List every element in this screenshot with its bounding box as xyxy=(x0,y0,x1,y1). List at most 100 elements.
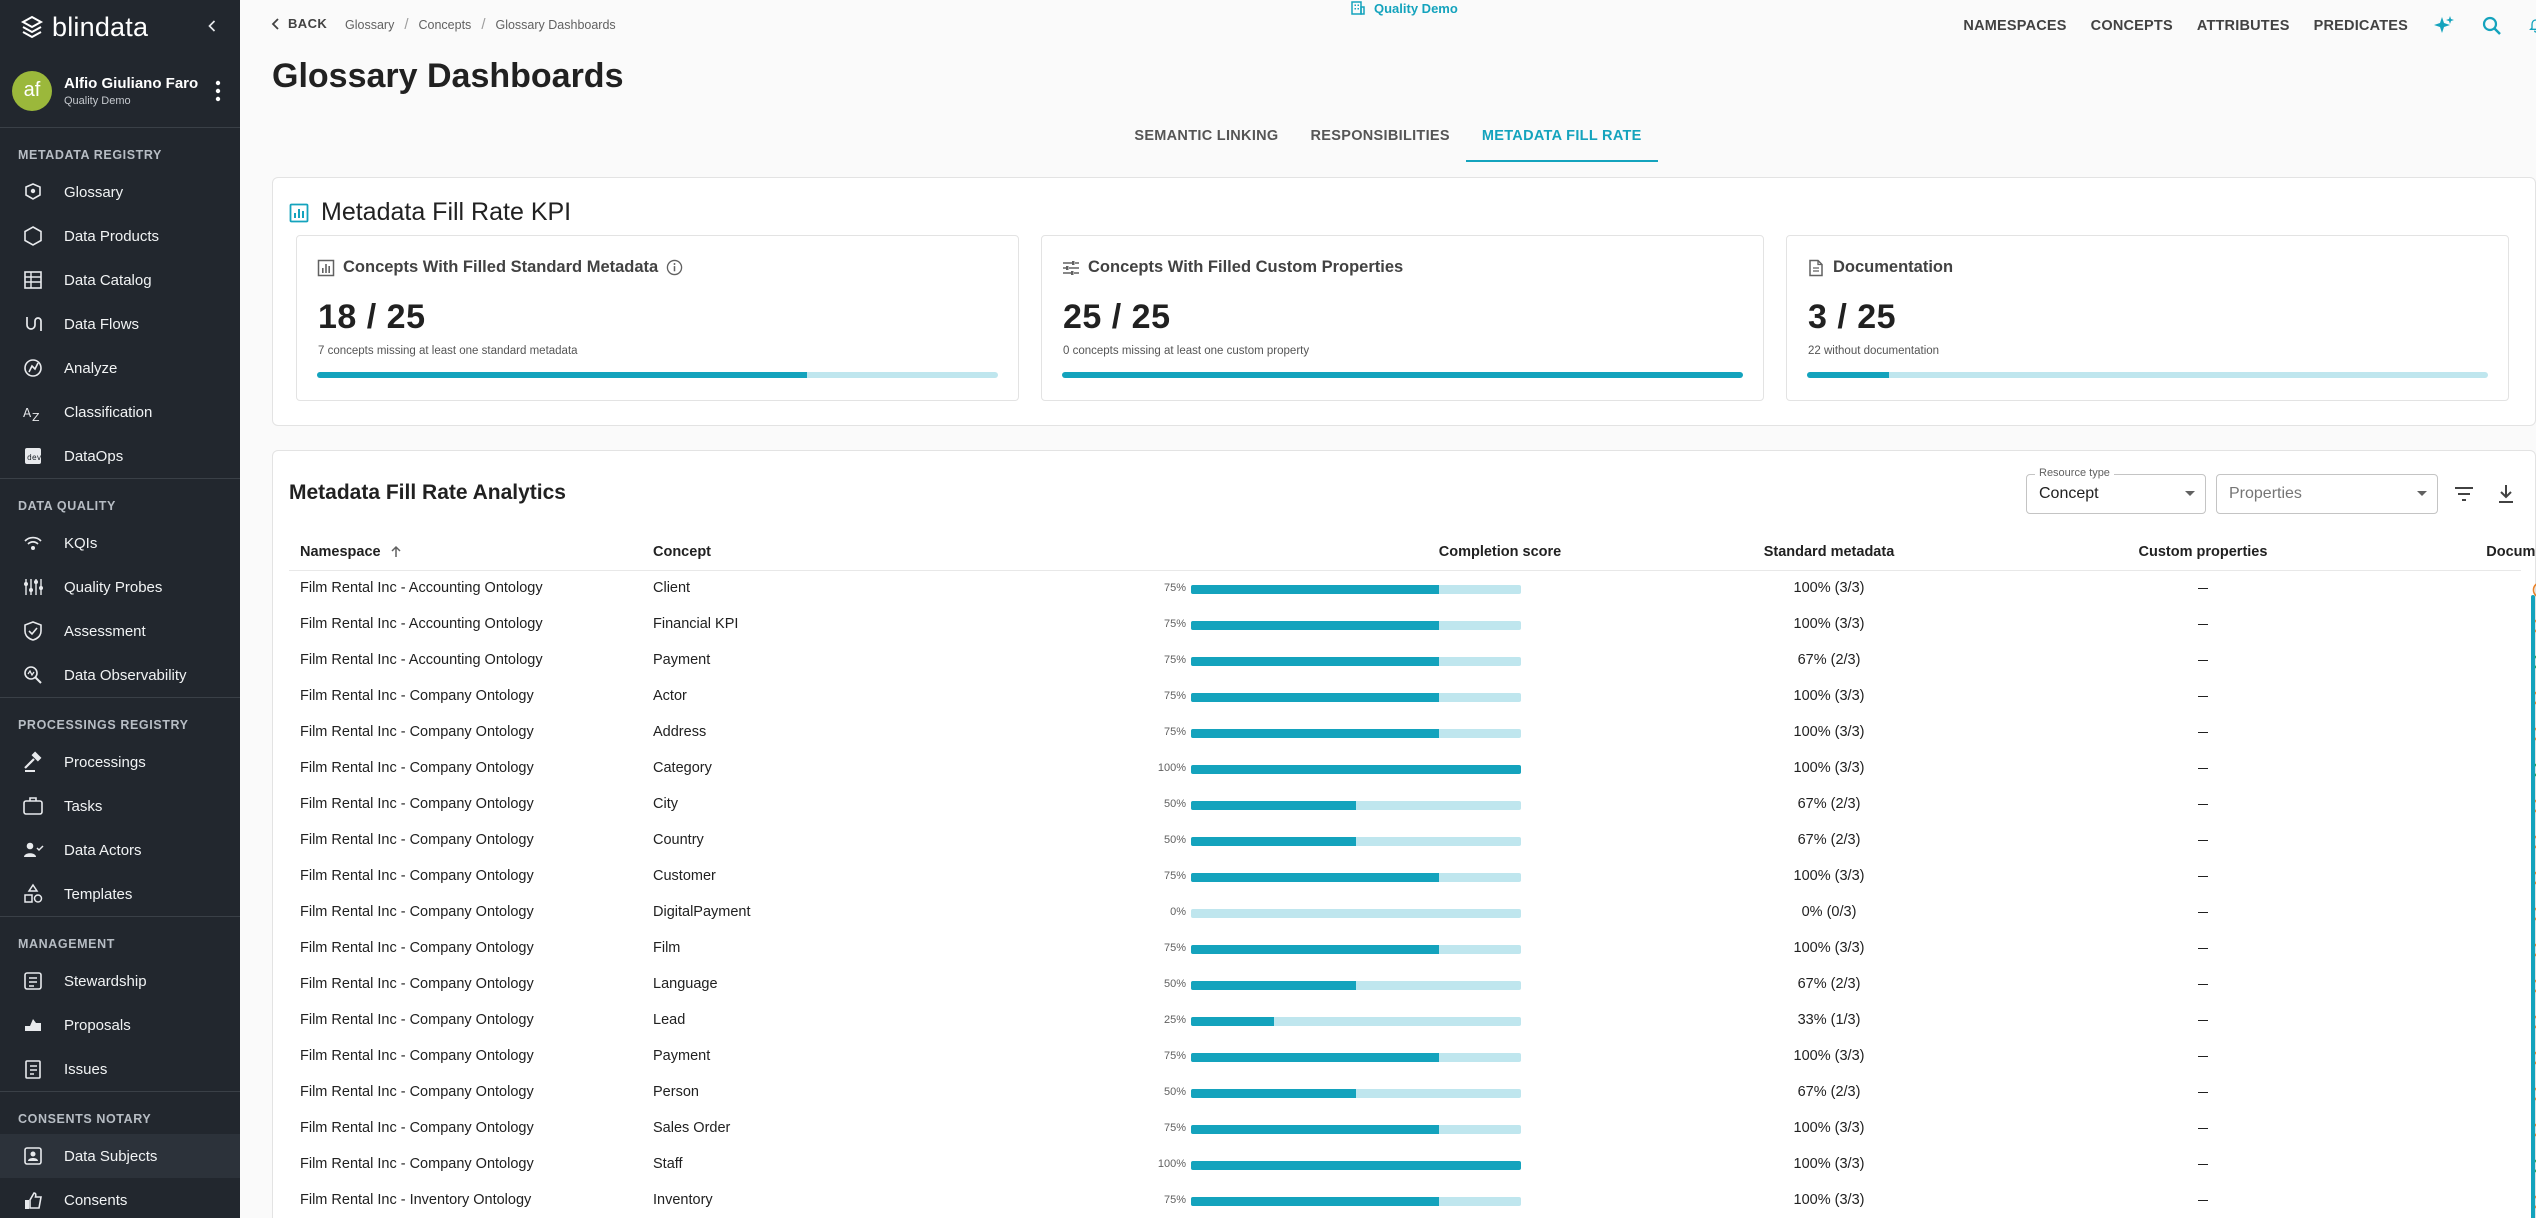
cell-namespace[interactable]: Film Rental Inc - Company Ontology xyxy=(300,1156,534,1172)
filter-icon[interactable] xyxy=(2452,482,2476,506)
tenant-badge[interactable]: Quality Demo xyxy=(1350,0,1458,16)
notifications-icon[interactable] xyxy=(2528,14,2536,38)
sidebar-item-kqis[interactable]: KQIs xyxy=(0,521,240,565)
column-header-namespace[interactable]: Namespace xyxy=(300,544,403,560)
resource-type-select[interactable]: Resource type Concept xyxy=(2026,467,2206,514)
cell-namespace[interactable]: Film Rental Inc - Company Ontology xyxy=(300,868,534,884)
cell-namespace[interactable]: Film Rental Inc - Company Ontology xyxy=(300,976,534,992)
cell-concept[interactable]: Staff xyxy=(653,1156,683,1172)
cell-namespace[interactable]: Film Rental Inc - Company Ontology xyxy=(300,796,534,812)
properties-select[interactable]: Properties xyxy=(2216,474,2438,514)
column-header-custom-properties[interactable]: Custom properties xyxy=(2138,544,2268,560)
cell-namespace[interactable]: Film Rental Inc - Company Ontology xyxy=(300,904,534,920)
cell-concept[interactable]: Customer xyxy=(653,868,716,884)
sidebar-item-data-products[interactable]: Data Products xyxy=(0,214,240,258)
tab-responsibilities[interactable]: RESPONSIBILITIES xyxy=(1310,128,1450,144)
search-icon[interactable] xyxy=(2480,14,2504,38)
cell-namespace[interactable]: Film Rental Inc - Company Ontology xyxy=(300,940,534,956)
nav-link-namespaces[interactable]: NAMESPACES xyxy=(1963,18,2067,34)
table-row[interactable]: Film Rental Inc - Company Ontology Langua… xyxy=(289,967,2536,1003)
sidebar-item-stewardship[interactable]: Stewardship xyxy=(0,959,240,1003)
cell-namespace[interactable]: Film Rental Inc - Accounting Ontology xyxy=(300,652,543,668)
cell-concept[interactable]: City xyxy=(653,796,678,812)
cell-concept[interactable]: Lead xyxy=(653,1012,686,1028)
table-row[interactable]: Film Rental Inc - Company Ontology Staff 1… xyxy=(289,1147,2536,1183)
scrollbar[interactable] xyxy=(2531,595,2535,1218)
table-row[interactable]: Film Rental Inc - Company Ontology City 50… xyxy=(289,787,2536,823)
sort-ascending-icon[interactable] xyxy=(389,545,403,559)
cell-namespace[interactable]: Film Rental Inc - Company Ontology xyxy=(300,1048,534,1064)
column-header-documentation[interactable]: Documentation xyxy=(2486,544,2536,560)
nav-link-predicates[interactable]: PREDICATES xyxy=(2313,18,2408,34)
table-row[interactable]: Film Rental Inc - Company Ontology Sales … xyxy=(289,1111,2536,1147)
info-icon[interactable] xyxy=(666,259,683,276)
breadcrumb-concepts[interactable]: Concepts xyxy=(418,17,472,32)
table-row[interactable]: Film Rental Inc - Company Ontology Film 75… xyxy=(289,931,2536,967)
cell-concept[interactable]: Actor xyxy=(653,688,687,704)
table-row[interactable]: Film Rental Inc - Accounting Ontology Pay… xyxy=(289,643,2536,679)
sidebar-item-data-actors[interactable]: Data Actors xyxy=(0,828,240,872)
cell-namespace[interactable]: Film Rental Inc - Company Ontology xyxy=(300,724,534,740)
nav-link-attributes[interactable]: ATTRIBUTES xyxy=(2196,18,2290,34)
sidebar-item-proposals[interactable]: Proposals xyxy=(0,1003,240,1047)
cell-concept[interactable]: Address xyxy=(653,724,707,740)
user-card[interactable]: af Alfio Giuliano Faro Quality Demo xyxy=(0,54,240,128)
cell-concept[interactable]: Person xyxy=(653,1084,699,1100)
table-row[interactable]: Film Rental Inc - Inventory Ontology Inve… xyxy=(289,1183,2536,1218)
cell-concept[interactable]: Client xyxy=(653,580,691,596)
table-row[interactable]: Film Rental Inc - Company Ontology Countr… xyxy=(289,823,2536,859)
cell-concept[interactable]: Sales Order xyxy=(653,1120,731,1136)
table-row[interactable]: Film Rental Inc - Company Ontology Lead 25… xyxy=(289,1003,2536,1039)
cell-namespace[interactable]: Film Rental Inc - Inventory Ontology xyxy=(300,1192,532,1208)
sidebar-item-assessment[interactable]: Assessment xyxy=(0,609,240,653)
cell-concept[interactable]: Language xyxy=(653,976,718,992)
cell-concept[interactable]: Film xyxy=(653,940,681,956)
table-row[interactable]: Film Rental Inc - Company Ontology Addres… xyxy=(289,715,2536,751)
back-button[interactable]: BACK xyxy=(270,16,327,31)
sidebar-item-processings[interactable]: Processings xyxy=(0,740,240,784)
table-row[interactable]: Film Rental Inc - Company Ontology Paymen… xyxy=(289,1039,2536,1075)
cell-namespace[interactable]: Film Rental Inc - Company Ontology xyxy=(300,688,534,704)
cell-namespace[interactable]: Film Rental Inc - Company Ontology xyxy=(300,1120,534,1136)
sidebar-item-analyze[interactable]: Analyze xyxy=(0,346,240,390)
sidebar-item-classification[interactable]: A Z Classification xyxy=(0,390,240,434)
table-row[interactable]: Film Rental Inc - Company Ontology Actor 7… xyxy=(289,679,2536,715)
table-row[interactable]: Film Rental Inc - Accounting Ontology Fin… xyxy=(289,607,2536,643)
cell-namespace[interactable]: Film Rental Inc - Accounting Ontology xyxy=(300,580,543,596)
cell-namespace[interactable]: Film Rental Inc - Company Ontology xyxy=(300,1012,534,1028)
download-icon[interactable] xyxy=(2494,482,2518,506)
cell-concept[interactable]: Financial KPI xyxy=(653,616,739,632)
sidebar-item-quality-probes[interactable]: Quality Probes xyxy=(0,565,240,609)
cell-concept[interactable]: Payment xyxy=(653,652,711,668)
sidebar-item-data-catalog[interactable]: Data Catalog xyxy=(0,258,240,302)
sidebar-item-data-observability[interactable]: Data Observability xyxy=(0,653,240,697)
table-row[interactable]: Film Rental Inc - Company Ontology Catego… xyxy=(289,751,2536,787)
column-header-completion-score[interactable]: Completion score xyxy=(1438,544,1562,560)
cell-concept[interactable]: Payment xyxy=(653,1048,711,1064)
cell-namespace[interactable]: Film Rental Inc - Company Ontology xyxy=(300,1084,534,1100)
sidebar-item-dataops[interactable]: dev DataOps xyxy=(0,434,240,478)
sidebar-item-tasks[interactable]: Tasks xyxy=(0,784,240,828)
table-row[interactable]: Film Rental Inc - Company Ontology Custom… xyxy=(289,859,2536,895)
ai-sparkle-icon[interactable] xyxy=(2432,14,2456,38)
tab-semantic-linking[interactable]: SEMANTIC LINKING xyxy=(1134,128,1279,144)
column-header-standard-metadata[interactable]: Standard metadata xyxy=(1763,544,1895,560)
sidebar-item-templates[interactable]: Templates xyxy=(0,872,240,916)
table-row[interactable]: Film Rental Inc - Company Ontology Digita… xyxy=(289,895,2536,931)
collapse-sidebar-icon[interactable] xyxy=(202,16,222,36)
cell-namespace[interactable]: Film Rental Inc - Company Ontology xyxy=(300,760,534,776)
more-vert-icon[interactable] xyxy=(212,80,224,102)
sidebar-item-data-flows[interactable]: Data Flows xyxy=(0,302,240,346)
cell-concept[interactable]: Inventory xyxy=(653,1192,713,1208)
cell-namespace[interactable]: Film Rental Inc - Accounting Ontology xyxy=(300,616,543,632)
sidebar-item-data-subjects[interactable]: Data Subjects xyxy=(0,1134,240,1178)
table-row[interactable]: Film Rental Inc - Accounting Ontology Cli… xyxy=(289,571,2536,607)
nav-link-concepts[interactable]: CONCEPTS xyxy=(2090,18,2173,34)
table-row[interactable]: Film Rental Inc - Company Ontology Person… xyxy=(289,1075,2536,1111)
column-header-concept[interactable]: Concept xyxy=(653,544,711,560)
tab-metadata-fill-rate[interactable]: METADATA FILL RATE xyxy=(1465,118,1658,162)
cell-namespace[interactable]: Film Rental Inc - Company Ontology xyxy=(300,832,534,848)
breadcrumb-glossary[interactable]: Glossary xyxy=(345,17,395,32)
sidebar-item-consents[interactable]: Consents xyxy=(0,1178,240,1218)
cell-concept[interactable]: Category xyxy=(653,760,712,776)
